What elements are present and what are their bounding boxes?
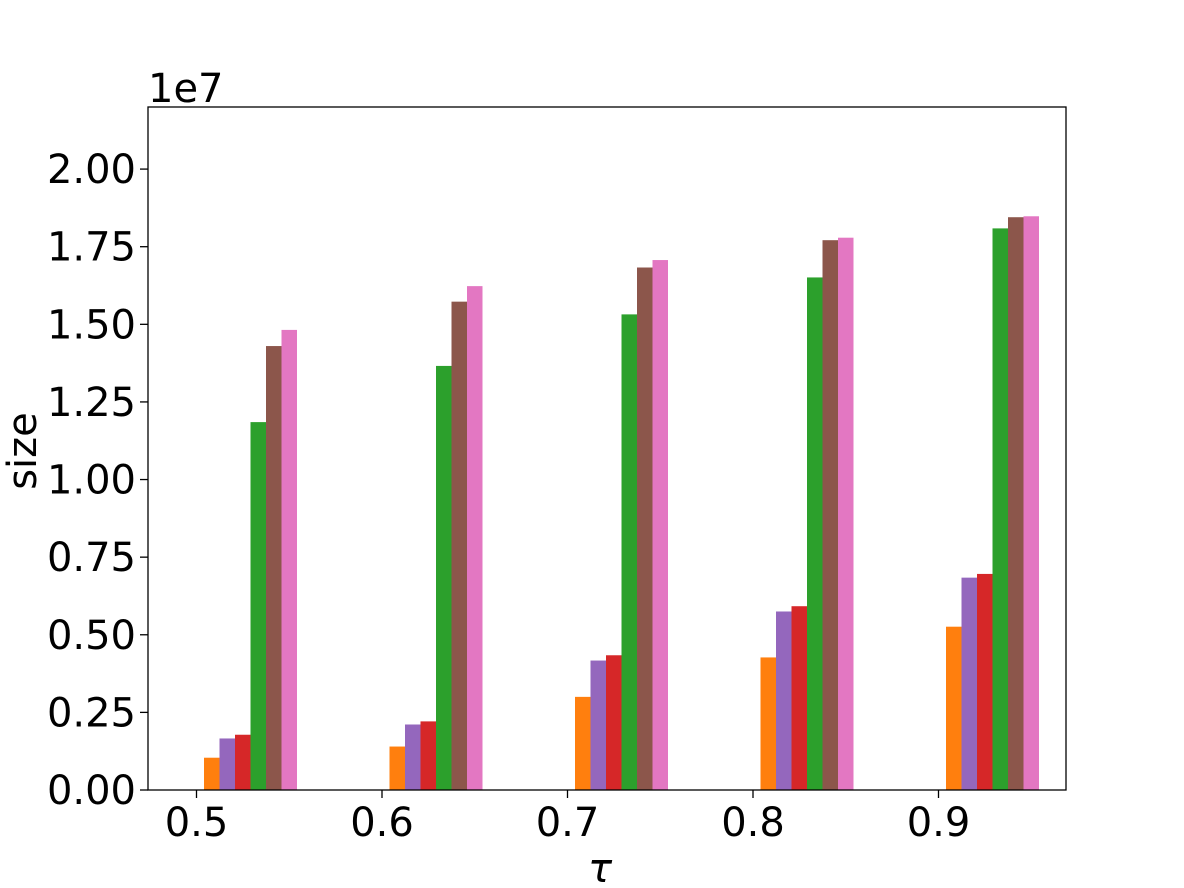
bar-series-2-cat-2 [606,655,622,790]
y-tick-label: 0.75 [47,535,136,581]
y-offset-text: 1e7 [148,66,224,112]
x-axis-label: τ [588,846,613,888]
bar-series-1-cat-3 [776,611,792,790]
y-tick-label: 1.25 [47,380,136,426]
y-tick-label: 0.00 [47,768,136,814]
y-tick-label: 2.00 [47,147,136,193]
bar-series-3-cat-1 [436,365,452,790]
bar-series-2-cat-4 [977,573,993,790]
bar-series-5-cat-0 [281,329,297,790]
bar-series-1-cat-4 [961,577,977,790]
y-axis: 0.00 0.25 0.50 0.75 1.00 1.25 1.50 1.75 2.00 [47,147,148,814]
bar-series-0-cat-2 [575,696,591,790]
bar-series-2-cat-1 [420,721,436,790]
bar-series-4-cat-4 [1008,217,1024,790]
bar-series-3-cat-3 [807,277,823,790]
plot-frame [147,106,1067,791]
x-tick-label: 0.9 [907,800,971,846]
bar-series-3-cat-4 [992,228,1008,791]
bar-series-5-cat-3 [838,237,854,791]
bar-series-2-cat-0 [235,734,251,790]
x-tick-label: 0.8 [721,800,785,846]
bar-series-4-cat-2 [637,267,653,790]
x-tick-label: 0.5 [165,800,229,846]
y-tick-label: 1.75 [47,225,136,271]
bar-series-5-cat-1 [467,286,483,790]
bar-series-4-cat-0 [266,346,282,790]
bar-series-4-cat-1 [451,301,467,790]
bars-layer [204,216,1039,791]
y-tick-label: 1.00 [47,458,136,504]
bar-series-3-cat-2 [621,314,637,790]
bar-series-3-cat-0 [250,422,266,790]
bar-series-5-cat-4 [1023,216,1039,790]
bar-series-2-cat-3 [791,606,807,790]
x-tick-label: 0.7 [536,800,600,846]
bar-series-0-cat-0 [204,757,220,790]
y-tick-label: 1.50 [47,302,136,348]
bar-series-0-cat-3 [760,657,776,790]
y-tick-label: 0.50 [47,613,136,659]
bar-series-0-cat-4 [946,626,962,790]
bar-series-1-cat-2 [590,660,606,790]
bar-series-5-cat-2 [652,260,668,790]
y-tick-label: 0.25 [47,690,136,736]
bar-series-1-cat-1 [405,724,421,790]
bar-series-4-cat-3 [822,240,838,790]
x-tick-label: 0.6 [350,800,414,846]
x-axis: 0.5 0.6 0.7 0.8 0.9 [165,790,971,846]
bar-series-0-cat-1 [389,746,405,790]
bar-series-1-cat-0 [219,738,235,790]
y-axis-label: size [0,412,46,490]
